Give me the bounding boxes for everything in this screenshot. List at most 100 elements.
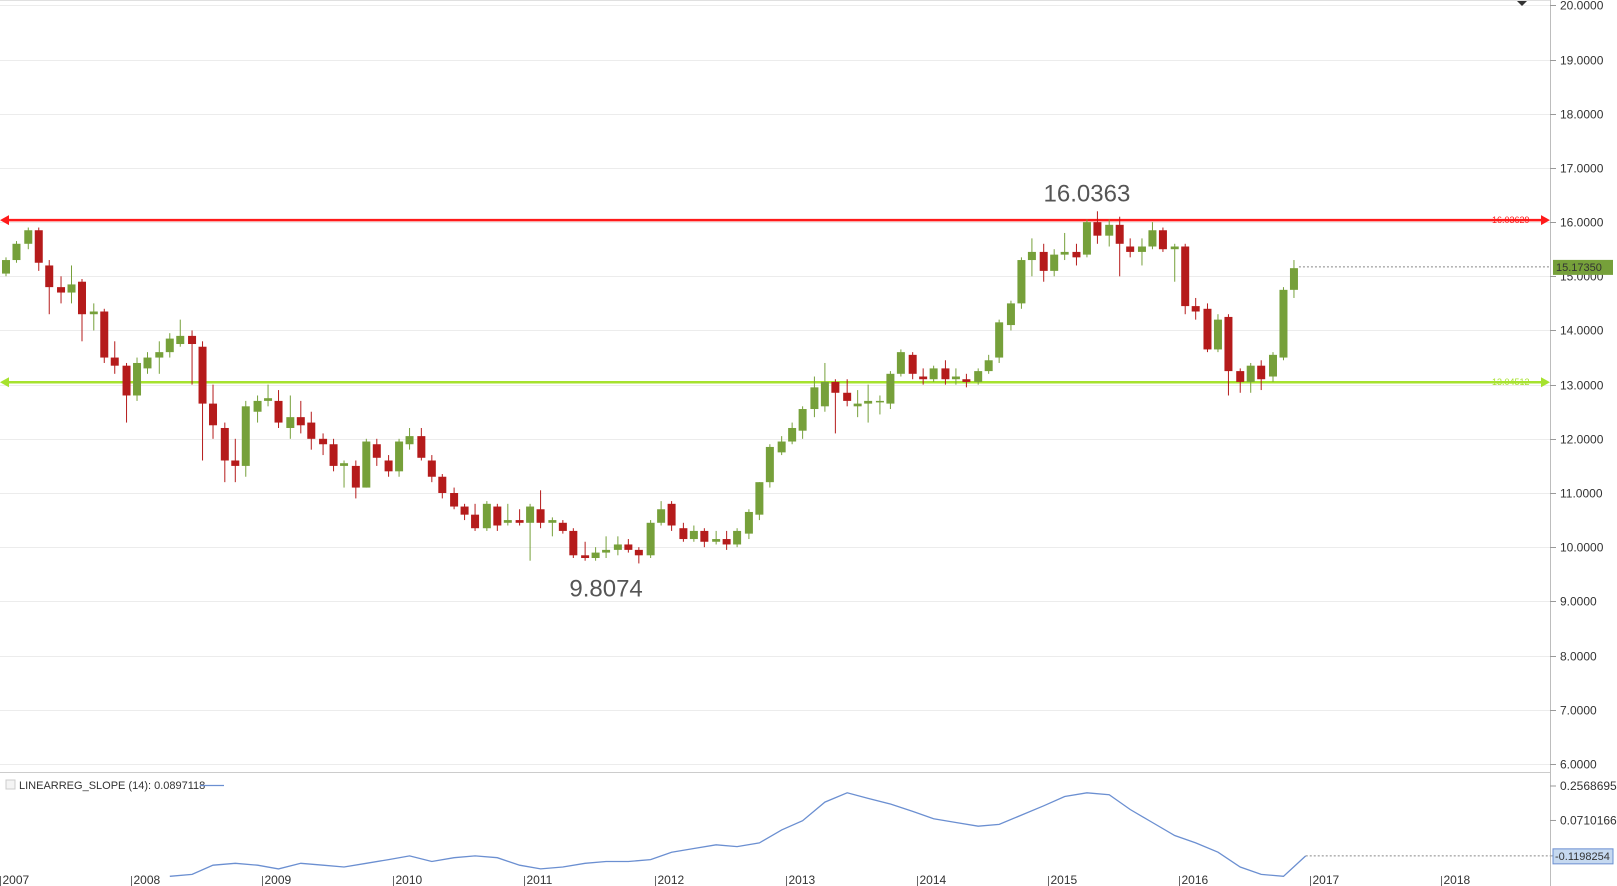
candle-up — [712, 539, 721, 542]
candle-down — [919, 376, 928, 380]
time-tick-label: 2013 — [789, 873, 816, 886]
time-tick-label: 2010 — [396, 873, 423, 886]
time-tick-label: 2007 — [3, 873, 30, 886]
candle-down — [1093, 222, 1102, 236]
candle-down — [438, 476, 447, 493]
level-lines: 16.03629 13.04512 — [0, 215, 1550, 388]
candle-up — [798, 409, 807, 431]
last-price-tag: 15.17350 — [1553, 259, 1613, 275]
candle-down — [471, 514, 480, 529]
price-tick-label: 18.0000 — [1560, 108, 1604, 122]
candle-down — [581, 555, 590, 559]
time-tick-label: 2009 — [265, 873, 292, 886]
candle-down — [962, 379, 971, 382]
time-tick-label: 2012 — [658, 873, 685, 886]
time-tick-label: 2008 — [134, 873, 161, 886]
candle-up — [896, 352, 905, 374]
candle-down — [569, 530, 578, 556]
candle-up — [1017, 260, 1026, 304]
candle-up — [657, 509, 666, 523]
candle-up — [176, 335, 185, 345]
price-tick-label: 12.0000 — [1560, 433, 1604, 447]
candle-up — [1213, 319, 1222, 350]
candle-up — [777, 441, 786, 453]
candle-up — [133, 362, 142, 396]
candle-up — [286, 417, 295, 428]
candle-down — [634, 549, 643, 556]
candle-up — [405, 436, 414, 445]
candle-down — [77, 281, 86, 315]
candle-up — [155, 352, 164, 358]
candle-up — [689, 530, 698, 540]
low-annotation: 9.8074 — [569, 576, 642, 603]
candle-down — [231, 460, 240, 466]
candle-up — [646, 522, 655, 556]
price-tick-label: 20.0000 — [1560, 0, 1604, 13]
candle-up — [1082, 222, 1091, 255]
candle-down — [319, 438, 328, 445]
candle-down — [700, 530, 709, 542]
candle-down — [329, 444, 338, 466]
price-axis: 6.0000 7.0000 8.0000 9.0000 10.0000 11.0000 12… — [1550, 0, 1604, 772]
support-arrow-left — [0, 377, 9, 388]
candle-up — [1027, 251, 1036, 261]
candle-up — [241, 406, 250, 466]
candle-down — [351, 465, 360, 488]
candle-up — [765, 446, 774, 483]
candle-down — [831, 381, 840, 393]
candle-down — [1224, 316, 1233, 372]
grid-lines — [0, 5, 1550, 765]
candle-up — [1289, 268, 1298, 290]
candle-up — [1246, 365, 1255, 382]
time-tick-label: 2011 — [527, 873, 553, 886]
candle-down — [558, 522, 567, 531]
price-tick-label: 8.0000 — [1560, 650, 1597, 664]
candle-down — [667, 503, 676, 526]
linearreg-slope-line[interactable] — [169, 792, 1307, 877]
candle-up — [613, 544, 622, 550]
candle-up — [864, 400, 873, 404]
support-value-label: 13.04512 — [1492, 377, 1530, 387]
candle-up — [526, 506, 535, 523]
candles-group — [2, 211, 1298, 564]
price-tick-label: 17.0000 — [1560, 162, 1604, 176]
candle-down — [1203, 308, 1212, 350]
candle-down — [100, 311, 109, 358]
price-tick-label: 6.0000 — [1560, 758, 1597, 772]
candle-down — [941, 368, 950, 380]
candle-down — [384, 460, 393, 472]
candle-up — [67, 284, 76, 293]
candle-down — [1236, 371, 1245, 382]
candle-down — [427, 460, 436, 477]
candle-up — [264, 398, 273, 401]
price-tick-label: 19.0000 — [1560, 54, 1604, 68]
candle-up — [974, 371, 983, 382]
candle-down — [1039, 251, 1048, 271]
candle-up — [1148, 230, 1157, 247]
indicator-box-icon[interactable] — [5, 779, 16, 790]
triangle-down-icon[interactable] — [1517, 1, 1527, 6]
candle-up — [853, 403, 862, 407]
candle-up — [744, 511, 753, 534]
candle-down — [1072, 251, 1081, 258]
candle-down — [372, 444, 381, 458]
candle-down — [188, 335, 197, 345]
indicator-panel: 0.2568695 0.0710166 -0.1198254 LINEARREG_… — [5, 779, 1617, 877]
time-tick-label: 2015 — [1051, 873, 1078, 886]
candle-up — [253, 400, 262, 412]
candle-up — [602, 549, 611, 553]
candle-down — [417, 436, 426, 458]
candle-down — [1181, 246, 1190, 307]
candle-down — [198, 346, 207, 404]
candle-down — [45, 265, 54, 288]
resistance-value-label: 16.03629 — [1492, 215, 1530, 225]
time-tick-label: 2017 — [1313, 873, 1340, 886]
candle-up — [143, 357, 152, 369]
candle-up — [995, 322, 1004, 358]
price-tick-label: 7.0000 — [1560, 704, 1597, 718]
candle-down — [209, 403, 218, 426]
last-price-tag-box — [1553, 259, 1613, 275]
indicator-axis: 0.2568695 0.0710166 — [1550, 779, 1617, 857]
candle-up — [548, 520, 557, 523]
